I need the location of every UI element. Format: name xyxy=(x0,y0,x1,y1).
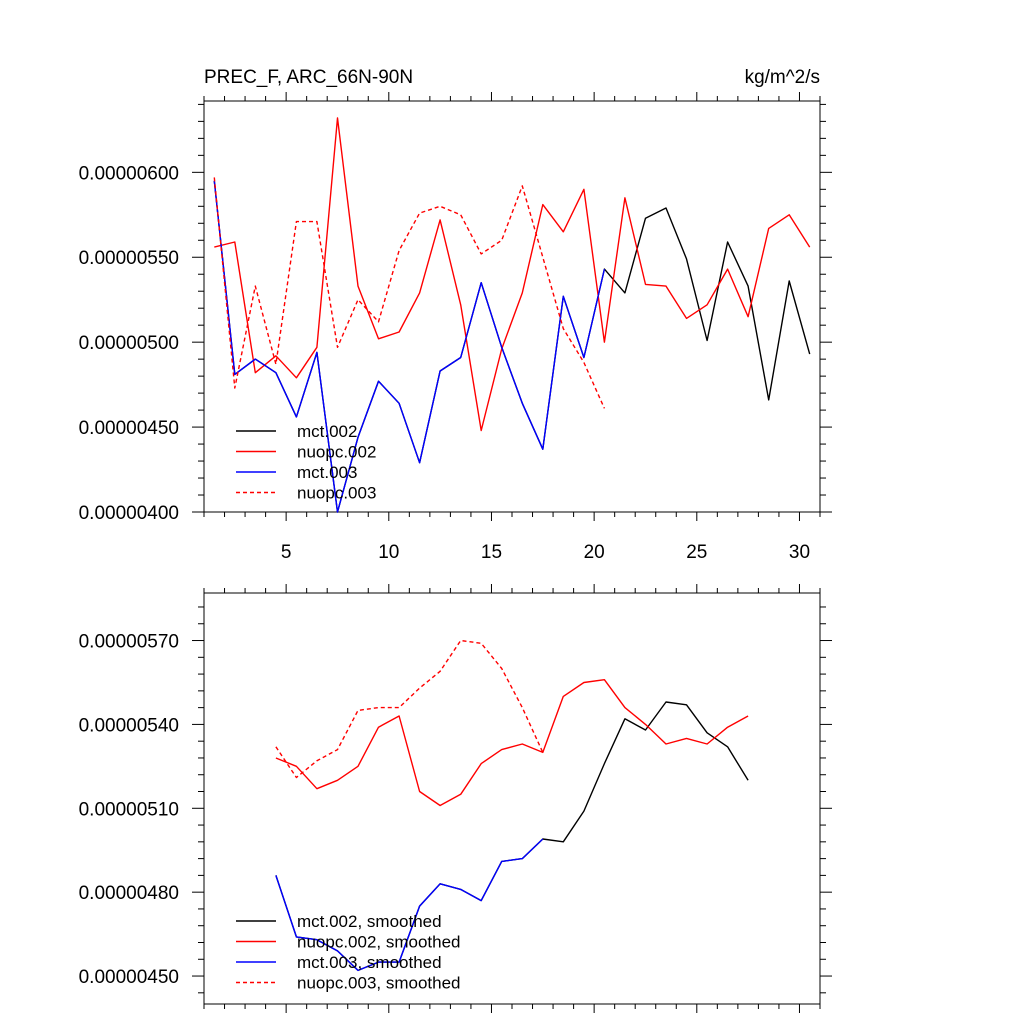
x-tick-label: 30 xyxy=(789,542,810,563)
legend-label: mct.003, smoothed xyxy=(297,953,442,972)
y-tick-label: 0.00000500 xyxy=(79,333,179,354)
chart-title: PREC_F, ARC_66N-90N xyxy=(204,67,413,88)
x-tick-label: 20 xyxy=(584,542,605,563)
x-tick-label: 10 xyxy=(378,542,399,563)
legend-label: nuopc.002 xyxy=(297,443,376,462)
y-tick-label: 0.00000550 xyxy=(79,248,179,269)
units-label: kg/m^2/s xyxy=(745,67,820,88)
chart-panel-1 xyxy=(192,92,832,521)
y-tick-label: 0.00000600 xyxy=(79,163,179,184)
x-tick-label: 25 xyxy=(686,542,707,563)
legend-label: mct.003 xyxy=(297,463,357,482)
legend-label: nuopc.003 xyxy=(297,484,376,503)
x-tick-label: 5 xyxy=(281,542,292,563)
y-tick-label: 0.00000540 xyxy=(79,715,179,736)
legend-label: nuopc.003, smoothed xyxy=(297,974,461,993)
legend-label: mct.002 xyxy=(297,422,357,441)
series-line-nuopc-003-smoothed xyxy=(275,639,544,779)
y-tick-label: 0.00000510 xyxy=(79,799,179,820)
x-tick-label: 15 xyxy=(481,542,502,563)
series-line-nuopc-003 xyxy=(213,177,606,409)
series-line-mct-003 xyxy=(213,180,606,513)
y-tick-label: 0.00000400 xyxy=(79,503,179,524)
y-tick-label: 0.00000570 xyxy=(79,632,179,653)
legend-label: nuopc.002, smoothed xyxy=(297,933,461,952)
series-line-nuopc-002-smoothed xyxy=(275,679,749,807)
legend-label: mct.002, smoothed xyxy=(297,912,442,931)
series-line-nuopc-002 xyxy=(214,117,811,432)
series-line-mct-003-smoothed xyxy=(275,838,544,972)
y-tick-label: 0.00000480 xyxy=(79,883,179,904)
y-tick-label: 0.00000450 xyxy=(79,418,179,439)
y-tick-label: 0.00000450 xyxy=(79,967,179,988)
chart-panel-2 xyxy=(192,584,832,1013)
